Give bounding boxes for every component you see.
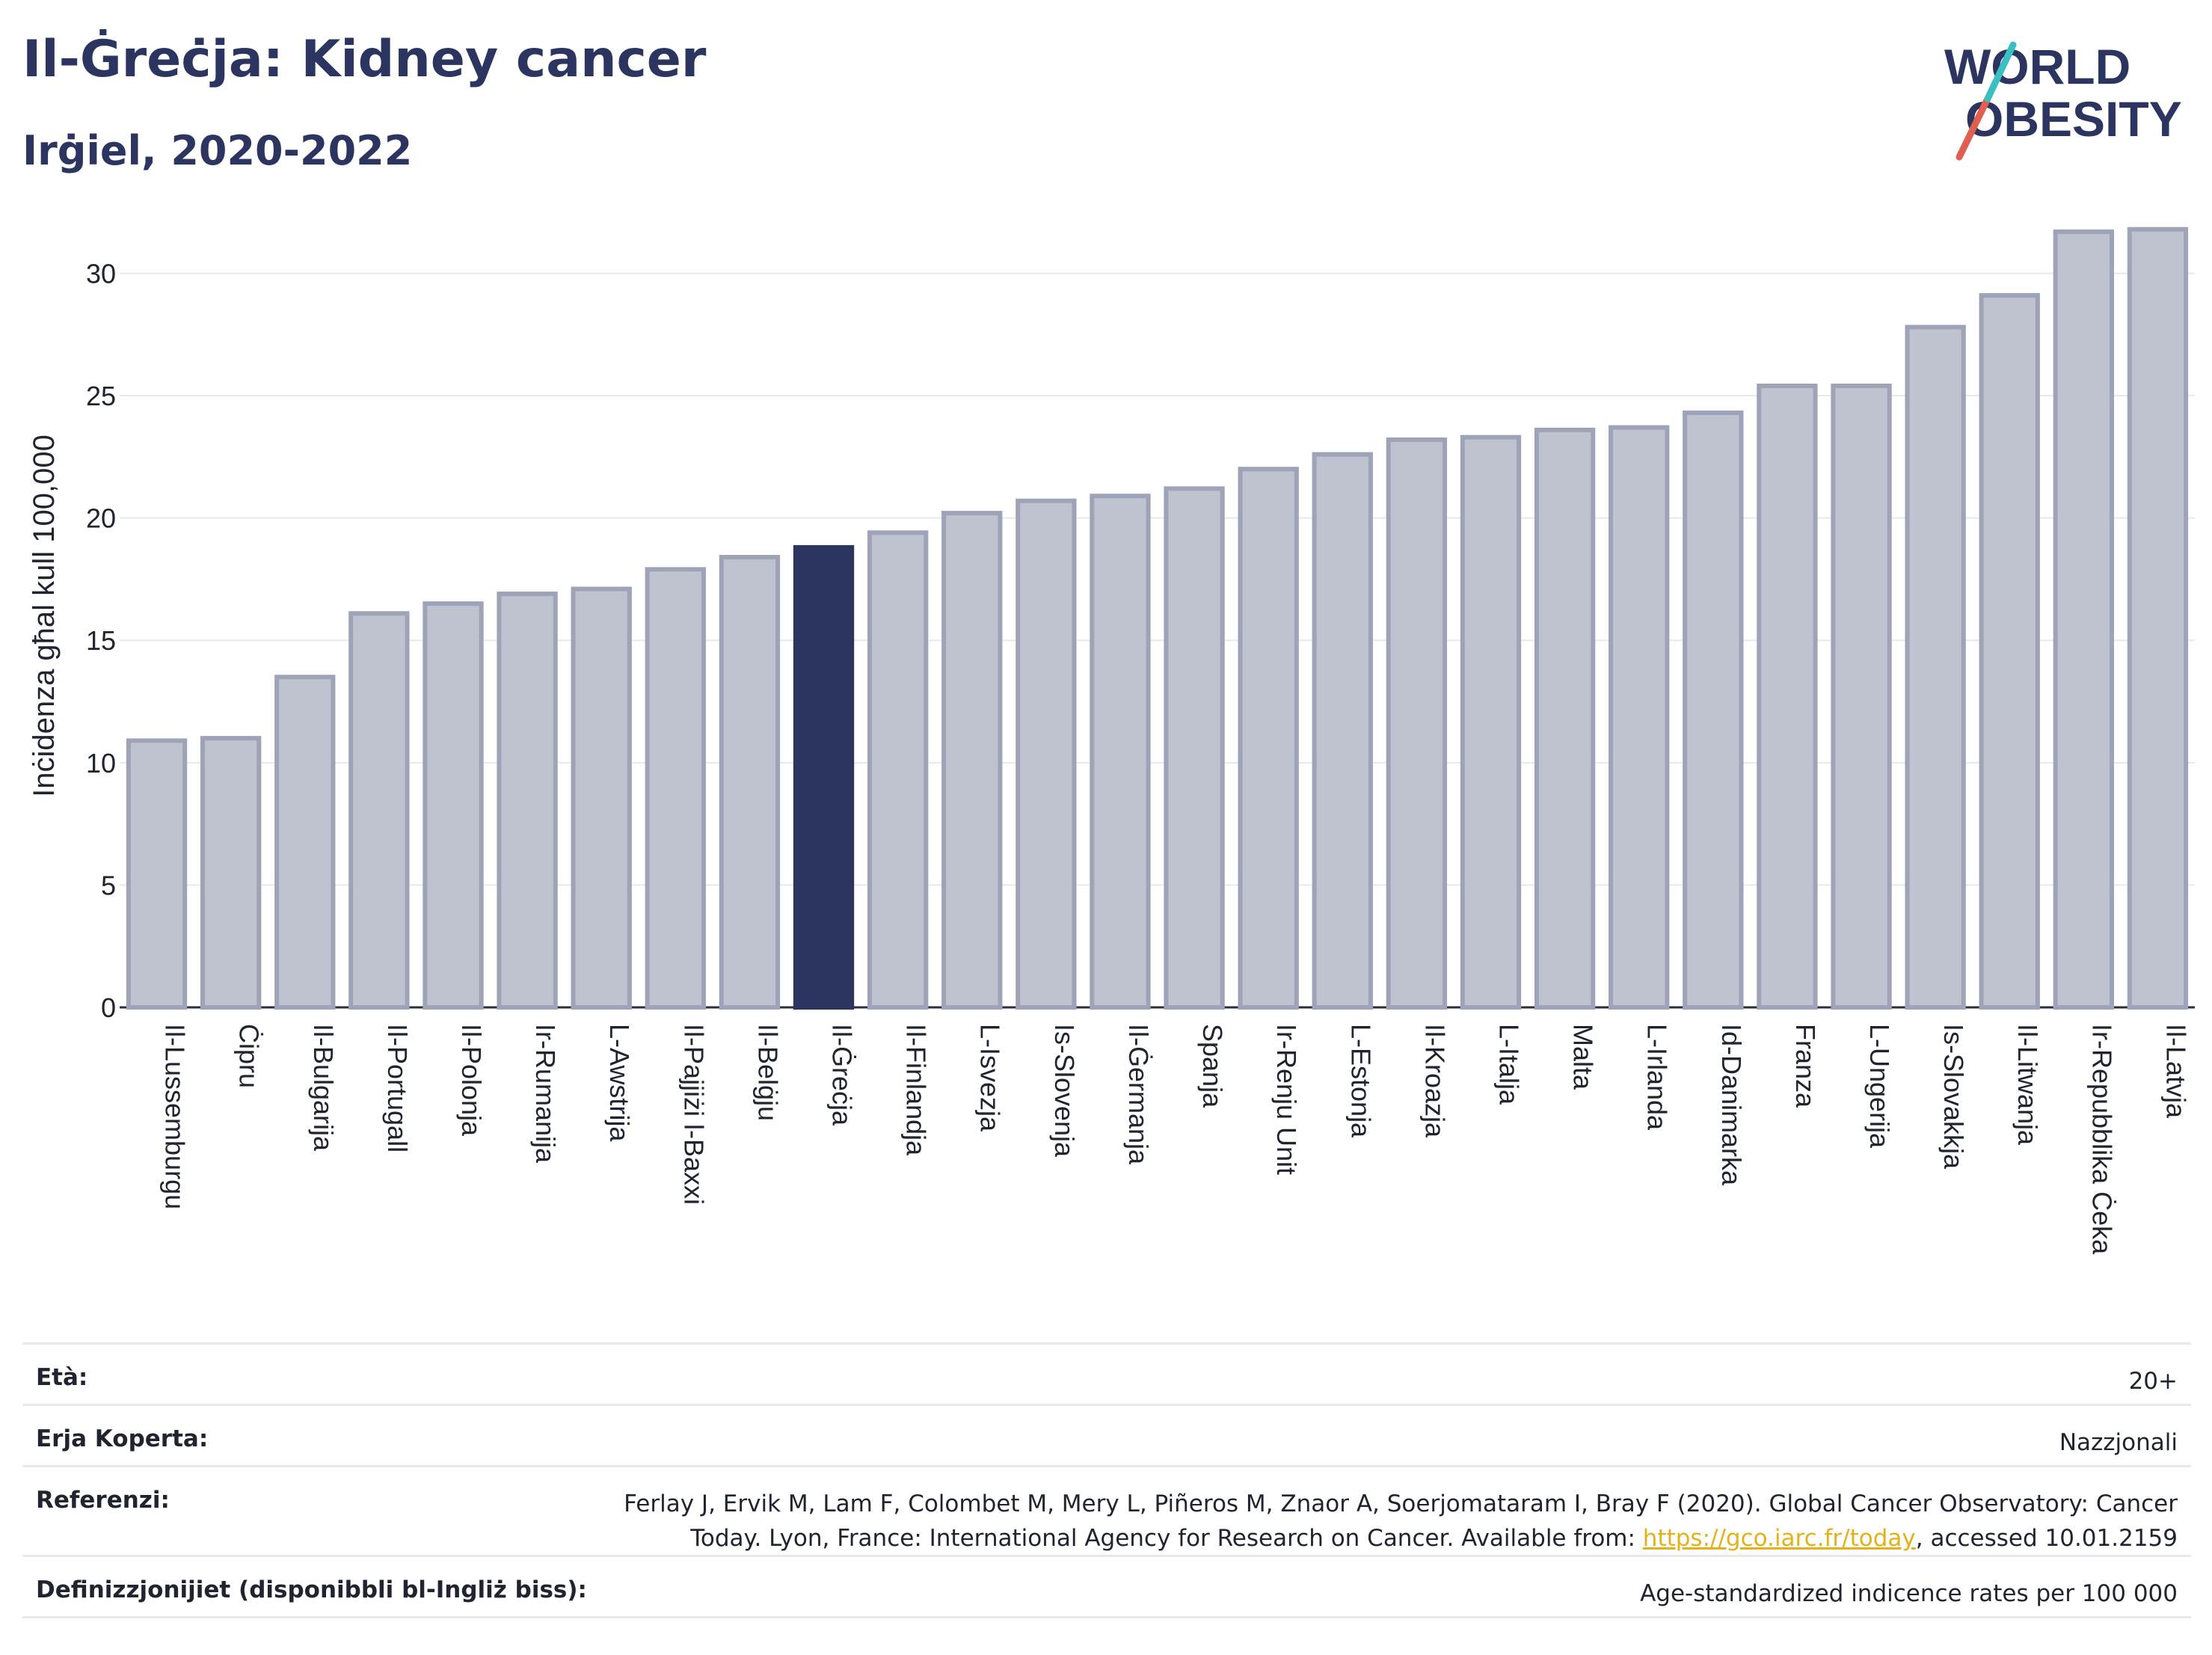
bar[interactable]	[348, 611, 410, 1010]
x-tick-label: Is-Slovenja	[1049, 1024, 1080, 1158]
x-tick-label: Il-Belġju	[752, 1024, 783, 1121]
y-axis-label: Inċidenza għal kull 100,000	[28, 435, 61, 797]
chart-title: Il-Ġreċja: Kidney cancer	[22, 30, 707, 89]
x-tick-label: Il-Ġreċja	[827, 1024, 858, 1126]
bar[interactable]	[793, 544, 855, 1010]
y-tick-label: 0	[101, 992, 116, 1023]
x-tick-label: Franza	[1790, 1024, 1821, 1108]
bar[interactable]	[2053, 229, 2114, 1010]
x-tick-label: Il-Litwanja	[2012, 1024, 2043, 1146]
logo-text-obesity: OBESITY	[1965, 91, 2182, 147]
bar[interactable]	[571, 586, 632, 1010]
logo-slash-red	[1956, 95, 1991, 161]
x-tick-label: L-Estonja	[1345, 1024, 1376, 1138]
bar[interactable]	[941, 511, 1003, 1010]
x-tick-label: L-Isvezja	[975, 1024, 1006, 1132]
definitions-value: Age-standardized indicence rates per 100…	[1640, 1580, 2178, 1607]
x-tick-label: Il-Finlandja	[901, 1024, 932, 1156]
metadata-table: Età: 20+ Erja Koperta: Nazzjonali Refere…	[22, 1342, 2191, 1618]
bar[interactable]	[274, 675, 336, 1010]
x-tick-label: Ċipru	[234, 1024, 265, 1088]
meta-row-definitions: Definizzjonijiet (disponibbli bl-Ingliż …	[22, 1555, 2191, 1616]
x-tick-label: Is-Slovakkja	[1938, 1024, 1969, 1170]
x-tick-label: Il-Portugall	[382, 1024, 413, 1152]
x-tick-label: Ir-Rumanija	[530, 1024, 561, 1164]
bar[interactable]	[126, 738, 188, 1010]
bar[interactable]	[719, 554, 781, 1010]
x-tick-label: L-Italja	[1493, 1024, 1524, 1105]
age-value: 20+	[2128, 1368, 2178, 1395]
x-tick-label: Il-Kroazja	[1419, 1024, 1450, 1138]
x-tick-label: L-Ungerija	[1864, 1024, 1895, 1149]
x-tick-label: Id-Danimarka	[1716, 1024, 1747, 1186]
bar[interactable]	[1905, 325, 1966, 1010]
bar[interactable]	[1238, 467, 1299, 1010]
bar-chart: 0 5 10 15 20 25 30 Il-Lussemburgu Ċipru Il-Bulga…	[28, 227, 2195, 1255]
x-tick-label: Il-Pajjiżi l-Baxxi	[678, 1024, 709, 1205]
references-link[interactable]: https://gco.iarc.fr/today	[1642, 1525, 1916, 1552]
y-tick-label: 5	[101, 870, 116, 900]
x-tick-label: Spanja	[1197, 1024, 1228, 1108]
bar[interactable]	[1460, 435, 1522, 1010]
x-tick-label: Il-Polonja	[456, 1024, 487, 1137]
x-tick-label: Il-Lussemburgu	[160, 1024, 191, 1209]
x-tick-label: Malta	[1568, 1024, 1599, 1090]
y-tick-label: 10	[86, 748, 116, 779]
meta-row-area: Erja Koperta: Nazzjonali	[22, 1404, 2191, 1465]
definitions-label: Definizzjonijiet (disponibbli bl-Ingliż …	[36, 1576, 587, 1603]
x-tick-label: Il-Bulgarija	[308, 1024, 339, 1152]
age-label: Età:	[36, 1364, 88, 1391]
references-label: Referenzi:	[36, 1487, 170, 1514]
references-text: Ferlay J, Ervik M, Lam F, Colombet M, Me…	[624, 1490, 2178, 1552]
x-tick-label: Ir-Renju Unit	[1271, 1024, 1302, 1175]
bar[interactable]	[1312, 452, 1373, 1010]
bar[interactable]	[1609, 425, 1670, 1010]
references-accessed: , accessed 10.01.2159	[1915, 1525, 2178, 1552]
bar[interactable]	[1090, 494, 1151, 1010]
bar[interactable]	[1831, 383, 1892, 1010]
bar[interactable]	[497, 592, 558, 1010]
bar[interactable]	[1164, 486, 1225, 1010]
area-value: Nazzjonali	[2059, 1429, 2178, 1456]
bar[interactable]	[1979, 292, 2040, 1010]
bar[interactable]	[1386, 437, 1448, 1010]
bar[interactable]	[1683, 410, 1744, 1010]
y-tick-label: 30	[86, 258, 116, 289]
y-tick-label: 15	[86, 625, 116, 656]
x-tick-label: Il-Latvja	[2160, 1024, 2191, 1119]
y-tick-label: 25	[86, 381, 116, 411]
bar[interactable]	[200, 736, 262, 1010]
meta-bottom-rule	[22, 1616, 2191, 1618]
meta-row-age: Età: 20+	[22, 1342, 2191, 1404]
bar[interactable]	[645, 567, 706, 1010]
bar[interactable]	[867, 530, 929, 1010]
world-obesity-logo: WORLD OBESITY	[1944, 39, 2182, 161]
bar[interactable]	[1534, 427, 1596, 1010]
bar[interactable]	[1016, 498, 1077, 1010]
meta-row-references: Referenzi: Ferlay J, Ervik M, Lam F, Col…	[22, 1465, 2191, 1555]
logo-slash-teal	[1984, 41, 2017, 102]
area-label: Erja Koperta:	[36, 1425, 209, 1452]
bar[interactable]	[2127, 227, 2189, 1010]
x-tick-label: Ir-Repubblika Ċeka	[2086, 1024, 2117, 1255]
y-tick-label: 20	[86, 503, 116, 534]
x-tick-label: L-Awstrija	[604, 1024, 635, 1142]
references-value: Ferlay J, Ervik M, Lam F, Colombet M, Me…	[592, 1487, 2178, 1556]
bar[interactable]	[423, 601, 484, 1010]
chart-subtitle: Irġiel, 2020-2022	[22, 127, 413, 174]
logo-text-world: WORLD	[1944, 39, 2130, 94]
x-tick-label: Il-Ġermanja	[1123, 1024, 1154, 1165]
bar[interactable]	[1757, 383, 1818, 1010]
x-tick-label: L-Irlanda	[1642, 1024, 1673, 1131]
